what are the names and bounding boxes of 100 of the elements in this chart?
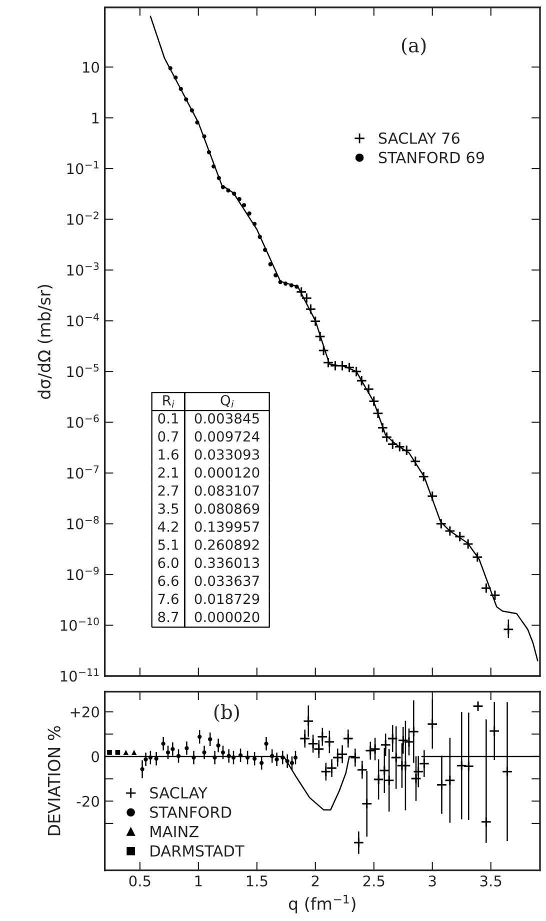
y-tick-label: 10$^{−5}$ (67, 364, 99, 378)
point (154, 756, 158, 761)
point (436, 779, 448, 790)
annotation: 0.018729 (194, 594, 260, 604)
legend-label: SACLAY (150, 787, 208, 799)
point (232, 192, 236, 196)
point (131, 750, 137, 756)
point (390, 752, 402, 763)
annotation: 0.000120 (194, 467, 260, 478)
point (350, 752, 361, 763)
y-tick-label: 10$^{−8}$ (67, 516, 99, 530)
annotation: 0.1 (158, 413, 178, 424)
point (198, 734, 202, 739)
point (107, 750, 112, 755)
point (123, 750, 128, 756)
y-tick-label: 10$^{−9}$ (67, 566, 99, 580)
annotation: 3.5 (158, 503, 178, 514)
point (245, 755, 250, 760)
point (314, 331, 326, 342)
point (166, 750, 170, 755)
annotation: 6.6 (158, 576, 178, 586)
annotation: 5.1 (158, 540, 178, 550)
point (274, 757, 279, 762)
x-tick-label: 0.5 (129, 875, 150, 886)
point (384, 774, 395, 786)
y-tick-label: 0 (92, 751, 99, 762)
point (220, 750, 226, 755)
point (373, 774, 384, 785)
y-tick-label: 10$^{−6}$ (67, 414, 99, 428)
annotation: 0.083107 (194, 485, 259, 496)
point (247, 211, 252, 216)
y-tick-label: 10$^{−4}$ (67, 313, 99, 326)
point (206, 150, 212, 154)
point (190, 108, 194, 112)
annotation: 0.7 (158, 431, 178, 442)
legend-label: STANFORD 69 (378, 152, 484, 164)
x-tick-label: 3.5 (480, 875, 502, 886)
annotation: Q$_{i}$ (220, 394, 234, 408)
annotation: 8.7 (158, 612, 178, 622)
point (444, 774, 456, 786)
point (356, 375, 368, 386)
point (216, 176, 221, 180)
point (398, 734, 409, 746)
point (184, 746, 189, 750)
annotation: 0.260892 (194, 539, 259, 550)
point (454, 531, 466, 542)
legend-label: DARMSTADT (150, 845, 244, 857)
legend-label: MAINZ (150, 826, 198, 838)
point (305, 304, 316, 315)
point (401, 444, 412, 456)
point (274, 273, 278, 278)
point (361, 798, 372, 810)
point (231, 755, 236, 760)
text: (b) (214, 704, 239, 722)
point (418, 471, 430, 482)
point (502, 766, 513, 778)
point (260, 760, 264, 765)
point (426, 718, 438, 730)
x-tick-label: 2 (312, 875, 319, 886)
legend-label: STANFORD (150, 806, 232, 818)
point (184, 97, 188, 102)
y-tick-label: 10$^{−1}$ (67, 160, 98, 174)
point (195, 120, 200, 125)
point (378, 765, 390, 776)
annotation: 0.033093 (194, 449, 260, 460)
y-tick-label: 1 (92, 112, 99, 124)
point (418, 758, 430, 770)
annotation: 0.139957 (194, 521, 259, 532)
point (400, 760, 411, 772)
point (353, 837, 364, 848)
point (356, 764, 368, 776)
point (285, 759, 290, 764)
point (410, 456, 421, 467)
annotation: 0.003845 (194, 413, 259, 424)
line-series (150, 16, 538, 662)
annotation: 2.7 (158, 485, 178, 496)
y-tick-label: -20 (76, 796, 100, 807)
x-tick-label: 3 (428, 875, 436, 886)
point (301, 292, 312, 304)
y-tick-label: 10$^{−7}$ (67, 465, 99, 479)
point (242, 203, 246, 208)
annotation: 6.0 (158, 558, 178, 568)
point (310, 316, 321, 327)
point (436, 518, 447, 530)
point (258, 234, 262, 239)
annotation: 7.6 (158, 594, 178, 604)
annotation: R$_{i}$ (163, 395, 174, 408)
point (462, 538, 474, 550)
point (381, 432, 392, 443)
point (264, 742, 268, 746)
point (488, 726, 500, 736)
x-tick-label: 2.5 (363, 875, 384, 886)
point (178, 86, 183, 92)
point (115, 750, 120, 755)
annotation: 0.000020 (194, 612, 260, 622)
point (148, 755, 153, 760)
point (144, 757, 148, 762)
point (480, 582, 492, 594)
point (212, 164, 216, 169)
y-tick-label: 10 (83, 62, 99, 73)
